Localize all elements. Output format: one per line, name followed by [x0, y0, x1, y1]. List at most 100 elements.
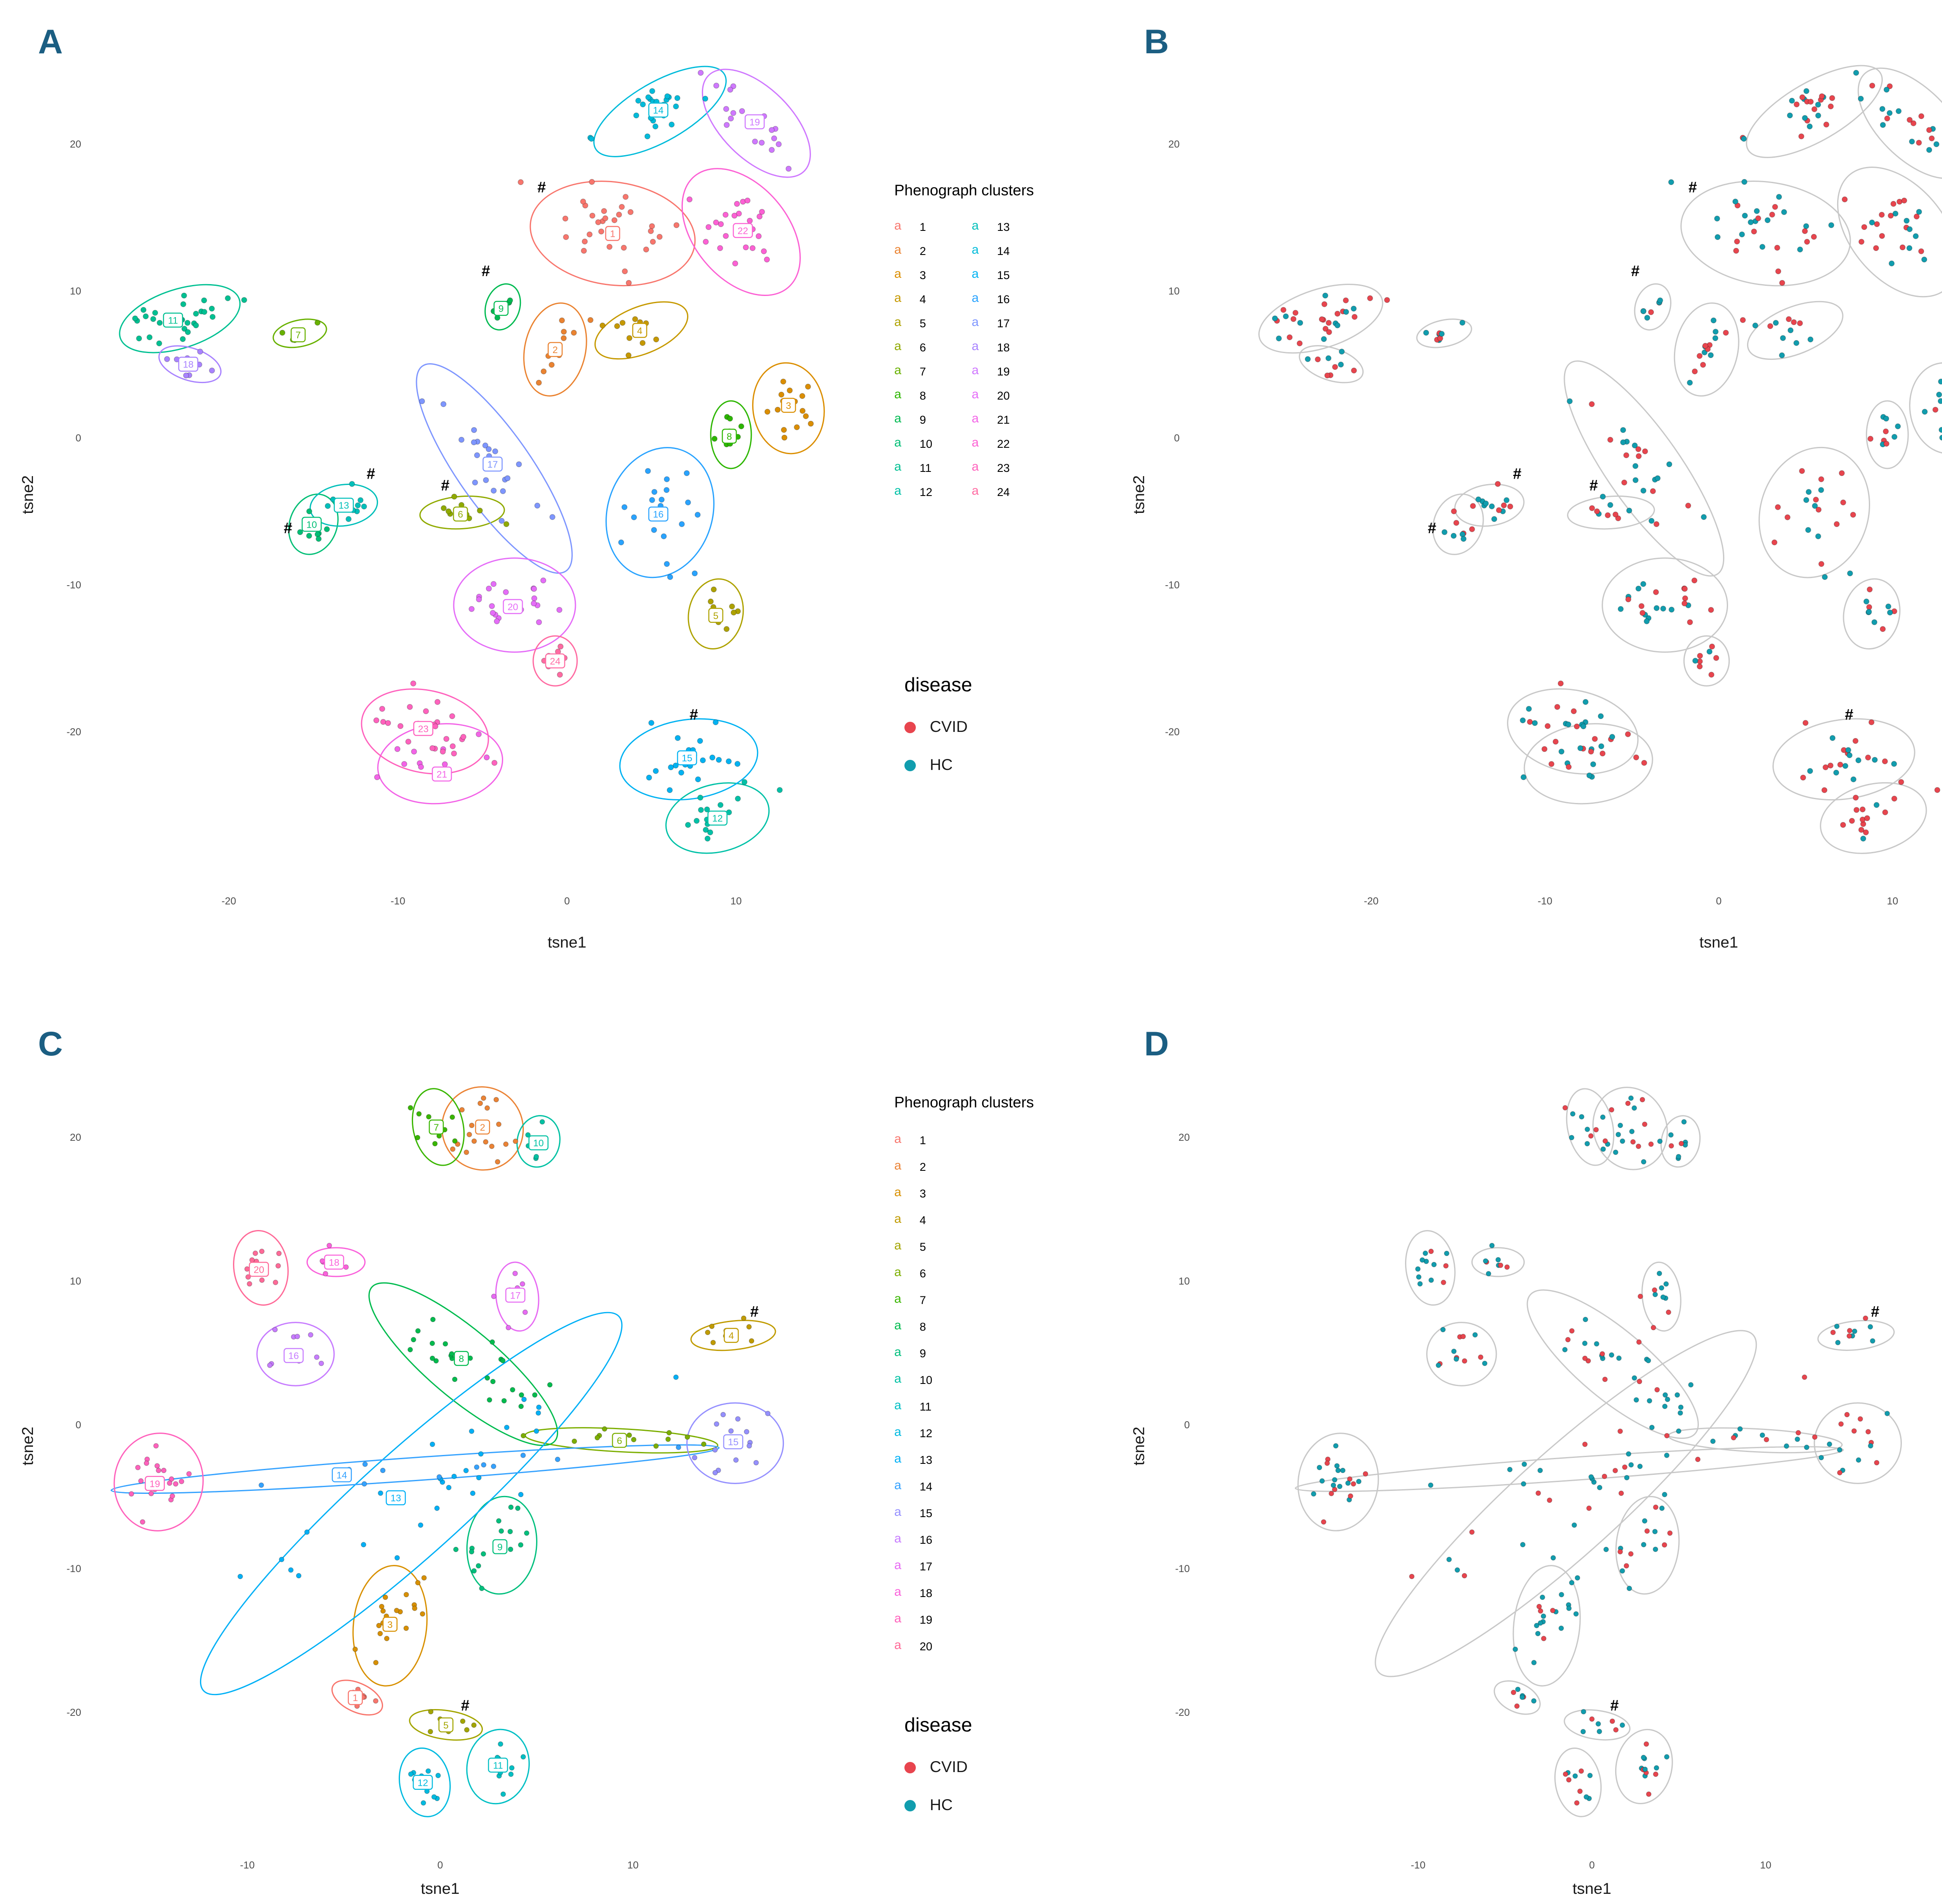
scatter-point	[478, 1451, 484, 1457]
scatter-point	[440, 748, 446, 755]
scatter-point	[1315, 356, 1321, 362]
scatter-point	[1641, 760, 1647, 766]
scatter-point	[1491, 516, 1498, 522]
scatter-point	[1668, 1143, 1674, 1149]
cluster-ellipse	[1297, 1433, 1379, 1531]
scatter-point	[1816, 507, 1822, 513]
x-tick-label: -20	[222, 896, 236, 907]
significance-hash: #	[367, 465, 375, 482]
scatter-point	[1818, 487, 1824, 493]
legend-item-cluster-20: a 20	[894, 1633, 1034, 1659]
cluster-label-box	[331, 1467, 352, 1482]
scatter-point	[1489, 503, 1495, 510]
scatter-point	[586, 231, 593, 238]
scatter-point	[761, 248, 767, 255]
scatter-point	[722, 211, 729, 218]
scatter-point	[1331, 1482, 1337, 1488]
scatter-point	[1845, 747, 1852, 753]
scatter-point	[713, 219, 719, 226]
scatter-point	[531, 600, 537, 607]
scatter-point	[778, 392, 785, 398]
scatter-point	[1595, 1721, 1601, 1727]
legend-glyph-a: a	[972, 436, 979, 450]
scatter-point	[1339, 348, 1345, 355]
scatter-point	[1813, 496, 1819, 503]
scatter-point	[1625, 731, 1631, 737]
scatter-point	[140, 1519, 145, 1525]
cluster-ellipse	[686, 1402, 784, 1484]
scatter-point	[1933, 141, 1939, 148]
scatter-point	[1865, 1429, 1871, 1435]
scatter-point	[504, 1425, 509, 1430]
legend-cluster-number: 17	[920, 1559, 933, 1573]
scatter-point	[518, 1492, 524, 1498]
scatter-point	[1334, 1463, 1340, 1469]
cluster-label: 9	[497, 1542, 503, 1552]
cluster-label-box	[745, 114, 765, 129]
cluster-label-box	[648, 506, 668, 522]
cluster-label-box	[723, 1328, 739, 1343]
cluster-label-box	[386, 1490, 406, 1506]
scatter-point	[606, 244, 613, 250]
cluster-label-box	[612, 1433, 627, 1448]
cluster-ellipse	[1615, 1729, 1673, 1804]
scatter-point	[423, 708, 429, 715]
scatter-point	[1812, 503, 1818, 509]
scatter-point	[480, 1551, 486, 1557]
scatter-point	[1662, 1542, 1668, 1548]
scatter-point	[1846, 1333, 1852, 1339]
scatter-point	[1635, 1143, 1641, 1149]
scatter-point	[674, 735, 681, 741]
scatter-point	[1483, 1258, 1489, 1264]
scatter-point	[1800, 774, 1806, 781]
scatter-point	[727, 87, 734, 93]
scatter-point	[1619, 1138, 1625, 1144]
scatter-point	[429, 745, 436, 751]
scatter-point	[1441, 529, 1448, 535]
scatter-point	[484, 1105, 490, 1111]
scatter-point	[509, 1387, 515, 1393]
legend-glyph-a: a	[894, 460, 901, 474]
legend-item-cluster-23: a 23	[972, 455, 1034, 479]
scatter-point	[712, 719, 719, 726]
scatter-point	[1646, 1358, 1651, 1364]
scatter-point	[433, 1358, 439, 1364]
scatter-point	[1527, 719, 1533, 725]
scatter-point	[1350, 305, 1357, 312]
scatter-point	[509, 1765, 515, 1771]
scatter-point	[646, 774, 652, 781]
legend-glyph-a: a	[894, 1585, 901, 1599]
scatter-point	[1363, 1471, 1368, 1477]
cluster-label: 15	[728, 1437, 739, 1447]
scatter-point	[1594, 1341, 1600, 1347]
scatter-point	[468, 606, 475, 612]
scatter-point	[1863, 829, 1869, 836]
scatter-point	[764, 408, 771, 415]
scatter-point	[595, 219, 601, 225]
scatter-point	[1322, 292, 1328, 299]
scatter-point	[1811, 106, 1818, 112]
scatter-point	[1652, 1287, 1657, 1293]
legend-item-cluster-10: a 10	[894, 431, 956, 455]
scatter-point	[1632, 463, 1638, 469]
scatter-point	[474, 452, 480, 458]
scatter-point	[1710, 317, 1717, 323]
scatter-point	[193, 310, 199, 317]
scatter-point	[1891, 761, 1897, 767]
scatter-point	[1741, 136, 1747, 142]
scatter-point	[1811, 234, 1817, 240]
scatter-point	[742, 244, 749, 251]
scatter-point	[653, 336, 659, 342]
scatter-point	[1906, 117, 1913, 123]
scatter-point	[520, 1281, 526, 1287]
scatter-point	[626, 279, 632, 286]
scatter-point	[1495, 1257, 1501, 1263]
cluster-label: 16	[653, 509, 663, 520]
scatter-point	[736, 211, 742, 217]
scatter-point	[1713, 655, 1720, 661]
scatter-point	[720, 1412, 726, 1418]
cluster-ellipse	[419, 495, 505, 530]
scatter-point	[154, 1463, 160, 1469]
scatter-point	[1345, 1480, 1351, 1486]
scatter-point	[1622, 1464, 1628, 1470]
